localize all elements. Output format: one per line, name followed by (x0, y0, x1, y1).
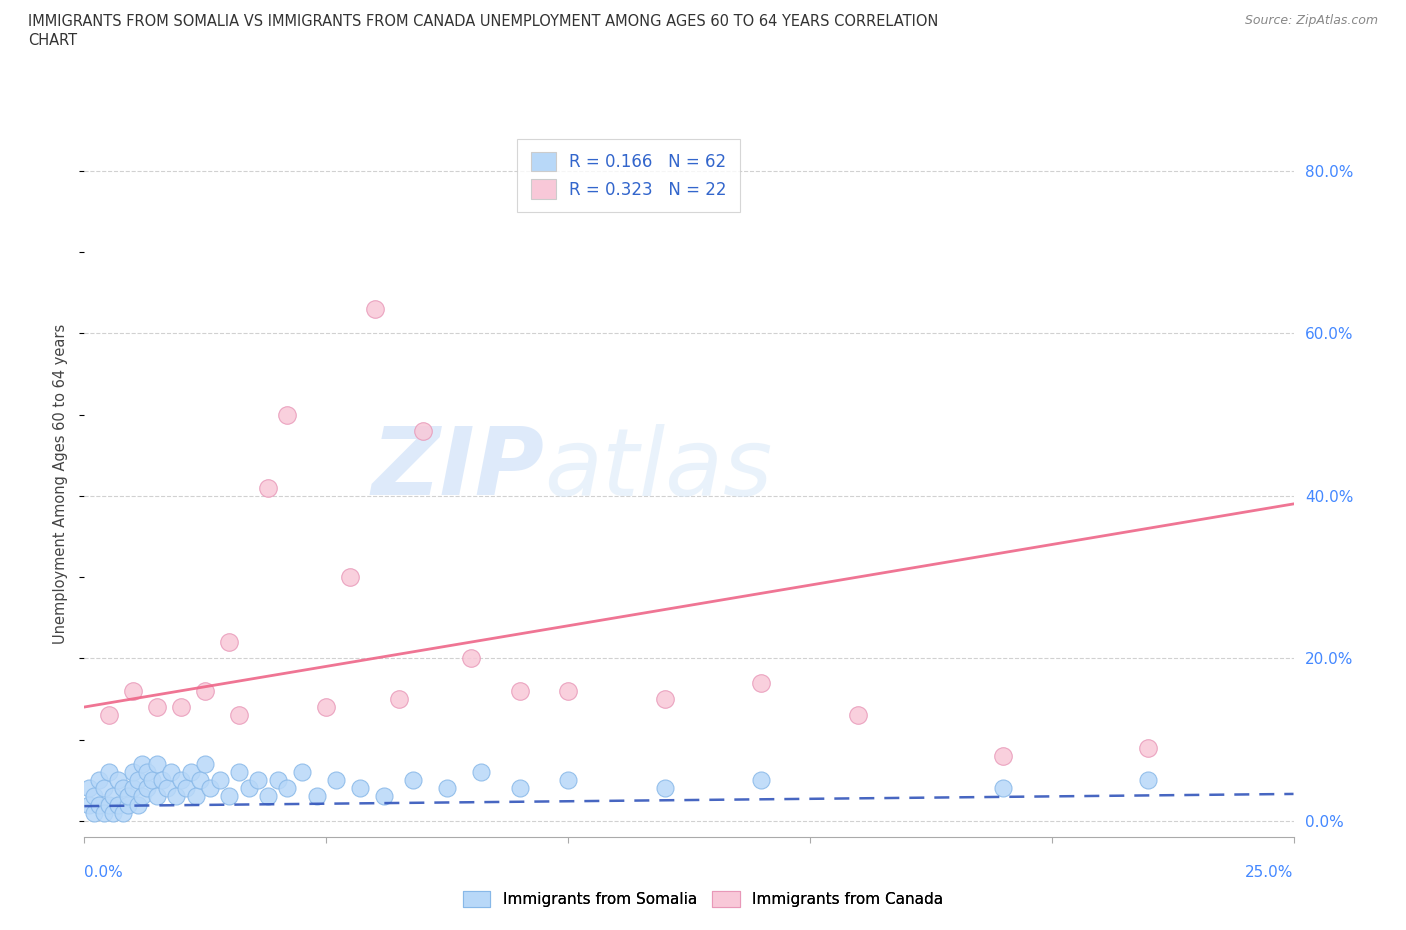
Point (93, 805, 115, 820)
Point (198, 781, 221, 796)
Point (460, 651, 482, 666)
Point (117, 789, 139, 804)
Point (349, 781, 371, 796)
Point (218, 634, 240, 649)
Point (993, 749, 1015, 764)
Point (121, 764, 143, 779)
Point (112, 781, 135, 796)
Text: CHART: CHART (28, 33, 77, 47)
Point (1137, 773, 1160, 788)
Point (846, 708, 869, 723)
Legend: Immigrants from Somalia, Immigrants from Canada: Immigrants from Somalia, Immigrants from… (457, 884, 949, 913)
Point (276, 781, 298, 796)
Point (146, 756, 169, 771)
Point (751, 773, 773, 788)
Point (247, 773, 270, 788)
Point (509, 684, 531, 698)
Point (136, 764, 159, 779)
Point (208, 773, 231, 788)
Legend: R = 0.166   N = 62, R = 0.323   N = 22: R = 0.166 N = 62, R = 0.323 N = 22 (517, 139, 740, 212)
Point (136, 781, 159, 796)
Point (83, 789, 105, 804)
Point (228, 708, 250, 723)
Point (291, 764, 314, 779)
Point (160, 764, 183, 779)
Point (184, 789, 207, 804)
Point (388, 691, 411, 706)
Point (127, 773, 149, 788)
Point (267, 773, 290, 788)
Point (131, 789, 153, 804)
Point (83, 805, 105, 820)
Point (165, 789, 187, 804)
Point (174, 781, 197, 796)
Point (509, 781, 531, 796)
Text: ZIP: ZIP (371, 423, 544, 515)
Point (194, 756, 217, 771)
Point (257, 789, 280, 804)
Point (654, 691, 676, 706)
Point (363, 301, 385, 316)
Point (87, 797, 110, 812)
Text: atlas: atlas (544, 424, 772, 515)
Point (557, 684, 579, 698)
Text: 0.0%: 0.0% (84, 865, 124, 880)
Point (103, 805, 125, 820)
Point (218, 789, 240, 804)
Point (107, 773, 129, 788)
Point (170, 699, 193, 714)
Point (127, 797, 149, 812)
Text: IMMIGRANTS FROM SOMALIA VS IMMIGRANTS FROM CANADA UNEMPLOYMENT AMONG AGES 60 TO : IMMIGRANTS FROM SOMALIA VS IMMIGRANTS FR… (28, 14, 938, 29)
Point (131, 756, 153, 771)
Point (238, 781, 260, 796)
Point (121, 684, 143, 698)
Point (97, 764, 120, 779)
Point (373, 789, 395, 804)
Point (557, 773, 579, 788)
Point (97, 708, 120, 723)
Point (93, 781, 115, 796)
Point (276, 407, 298, 422)
Point (339, 569, 361, 584)
Point (257, 480, 280, 495)
Point (228, 764, 250, 779)
Point (77, 797, 100, 812)
Point (77, 781, 100, 796)
Point (141, 773, 163, 788)
Point (654, 781, 676, 796)
Point (170, 773, 193, 788)
Y-axis label: Unemployment Among Ages 60 to 64 years: Unemployment Among Ages 60 to 64 years (53, 324, 69, 644)
Point (470, 764, 492, 779)
Point (305, 789, 328, 804)
Point (146, 699, 169, 714)
Point (412, 423, 434, 438)
Point (87, 773, 110, 788)
Point (150, 773, 173, 788)
Point (751, 675, 773, 690)
Point (180, 764, 202, 779)
Point (194, 684, 217, 698)
Point (112, 805, 135, 820)
Point (190, 773, 212, 788)
Point (436, 781, 458, 796)
Point (103, 789, 125, 804)
Point (117, 797, 139, 812)
Text: 25.0%: 25.0% (1246, 865, 1294, 880)
Point (146, 789, 169, 804)
Point (325, 773, 347, 788)
Point (155, 781, 177, 796)
Point (315, 699, 337, 714)
Text: Source: ZipAtlas.com: Source: ZipAtlas.com (1244, 14, 1378, 27)
Point (993, 781, 1015, 796)
Point (402, 773, 425, 788)
Point (121, 781, 143, 796)
Point (97, 797, 120, 812)
Point (107, 797, 129, 812)
Point (1137, 740, 1160, 755)
